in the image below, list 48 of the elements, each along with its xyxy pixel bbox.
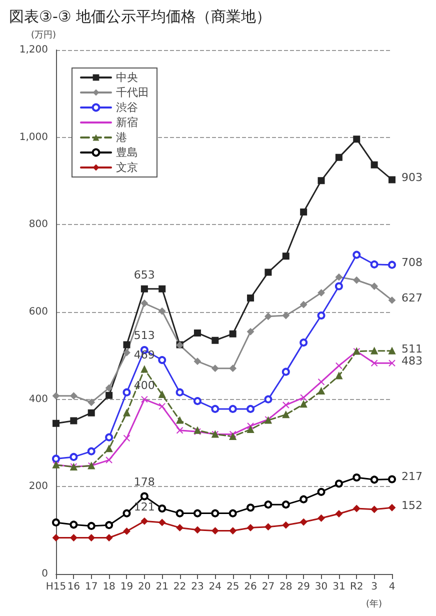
x-tick-label: 4 — [388, 582, 396, 592]
y-tick-label: 200 — [28, 481, 48, 492]
data-label: 121 — [134, 500, 155, 514]
legend-label: 文京 — [116, 161, 138, 174]
legend-label: 新宿 — [116, 116, 138, 129]
x-tick-label: 25 — [226, 582, 240, 592]
x-tick-label: 18 — [102, 582, 116, 592]
data-label: 511 — [402, 342, 422, 356]
x-tick-label: 3 — [371, 582, 378, 592]
y-tick-label: 0 — [42, 568, 48, 580]
data-label: 653 — [134, 268, 155, 282]
x-tick-label: 16 — [67, 582, 80, 592]
x-tick-label: 30 — [314, 582, 328, 592]
x-axis-title: (年) — [366, 598, 382, 610]
y-tick-label: 800 — [28, 219, 48, 230]
x-tick-label: R2 — [350, 582, 364, 592]
legend-label: 渋谷 — [116, 101, 138, 114]
y-tick-label: 1,200 — [19, 44, 48, 56]
x-tick-label: 20 — [138, 582, 151, 592]
data-label: 217 — [402, 470, 422, 484]
x-tick-label: 19 — [120, 582, 134, 592]
x-tick-label: 26 — [244, 582, 257, 592]
x-tick-label: 17 — [85, 582, 98, 592]
chart-title: 図表③-③ 地価公示平均価格（商業地） — [9, 8, 272, 26]
x-tick-label: 21 — [156, 582, 168, 592]
y-tick-label: 400 — [28, 394, 48, 405]
y-axis-title: (万円) — [30, 30, 56, 40]
data-label: 627 — [402, 292, 422, 305]
data-label: 903 — [402, 171, 422, 184]
y-tick-label: 1,000 — [19, 132, 48, 143]
legend-label: 千代田 — [116, 86, 149, 99]
x-tick-label: 31 — [332, 582, 346, 592]
x-tick-label: H15 — [46, 582, 66, 592]
legend-label: 港 — [116, 131, 127, 144]
x-tick-label: 29 — [297, 582, 310, 592]
y-tick-label: 600 — [28, 306, 48, 318]
data-label: 513 — [134, 328, 155, 342]
legend-label: 中央 — [116, 71, 138, 84]
x-tick-label: 23 — [191, 582, 204, 592]
data-label: 708 — [402, 256, 422, 269]
legend-label: 豊島 — [116, 146, 138, 159]
data-label: 178 — [134, 475, 155, 488]
data-label: 483 — [402, 354, 422, 368]
x-tick-label: 28 — [280, 582, 292, 592]
x-tick-label: 22 — [173, 582, 186, 592]
x-tick-label: 24 — [208, 582, 222, 592]
x-tick-label: 27 — [262, 582, 275, 592]
data-label: 152 — [402, 499, 422, 512]
